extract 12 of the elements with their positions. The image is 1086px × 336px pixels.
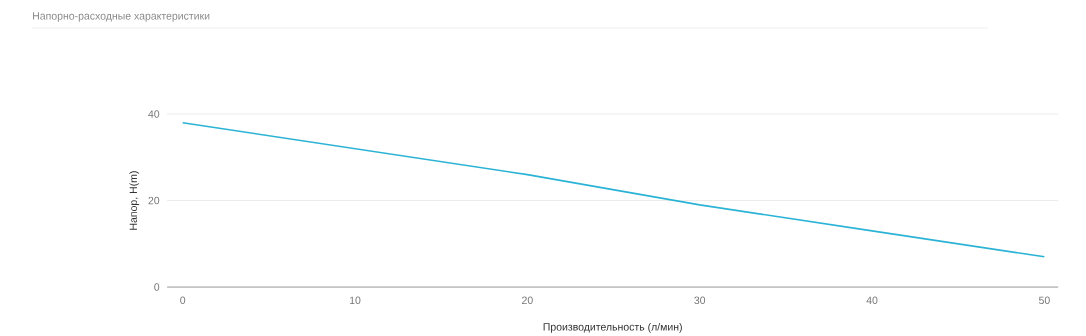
x-tick-label: 30 [694,296,706,305]
x-tick-label: 50 [1038,296,1050,305]
y-axis-title: Напор, H(m) [129,171,140,230]
x-tick-label: 40 [866,296,878,305]
y-tick-label: 0 [154,283,160,291]
x-tick-label: 0 [180,296,186,305]
x-axis-title: Производительность (л/мин) [543,322,682,333]
x-tick-label: 20 [522,296,533,305]
y-tick-label: 20 [148,196,160,205]
x-tick-label: 10 [349,296,361,305]
y-tick-label: 40 [148,110,160,118]
chart-title: Напорно-расходные характеристики [33,12,210,22]
